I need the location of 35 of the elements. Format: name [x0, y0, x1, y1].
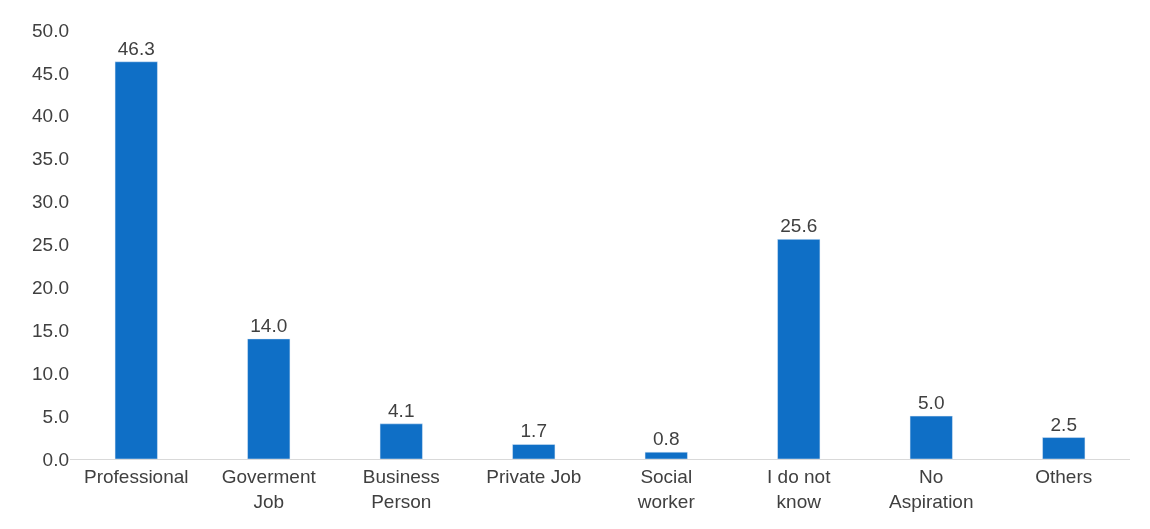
bar — [909, 415, 953, 459]
y-tick-label: 40.0 — [32, 105, 69, 127]
data-label: 46.3 — [117, 37, 155, 59]
bar — [114, 61, 158, 459]
x-tick-label: No Aspiration — [889, 465, 974, 512]
data-label: 0.8 — [653, 428, 680, 450]
bar — [512, 444, 556, 459]
y-tick-label: 25.0 — [32, 234, 69, 256]
bar — [379, 423, 423, 459]
x-tick-label: Private Job — [486, 465, 582, 487]
y-tick-label: 5.0 — [42, 405, 69, 427]
x-tick-label: Professional — [83, 465, 189, 487]
y-tick-label: 0.0 — [42, 448, 69, 470]
x-tick-label: Social worker — [636, 465, 696, 512]
y-tick-label: 30.0 — [32, 191, 69, 213]
data-label: 1.7 — [520, 420, 547, 442]
data-label: 5.0 — [918, 392, 945, 414]
x-tick-label: Goverment Job — [221, 465, 317, 512]
bar — [644, 451, 688, 459]
x-tick-label: Business Person — [362, 465, 440, 512]
y-tick-label: 35.0 — [32, 148, 69, 170]
y-tick-label: 10.0 — [32, 362, 69, 384]
data-label: 4.1 — [388, 399, 415, 421]
y-tick-label: 50.0 — [32, 19, 69, 41]
y-tick-label: 15.0 — [32, 319, 69, 341]
x-tick-label: I do not know — [767, 465, 832, 512]
data-label: 2.5 — [1050, 413, 1077, 435]
bar — [247, 338, 291, 459]
y-tick-label: 20.0 — [32, 277, 69, 299]
data-label: 25.6 — [780, 215, 818, 237]
x-tick-label: Others — [1035, 465, 1093, 487]
bar — [777, 239, 821, 459]
data-label: 14.0 — [250, 314, 288, 336]
y-tick-label: 45.0 — [32, 62, 69, 84]
bar — [1042, 437, 1086, 459]
